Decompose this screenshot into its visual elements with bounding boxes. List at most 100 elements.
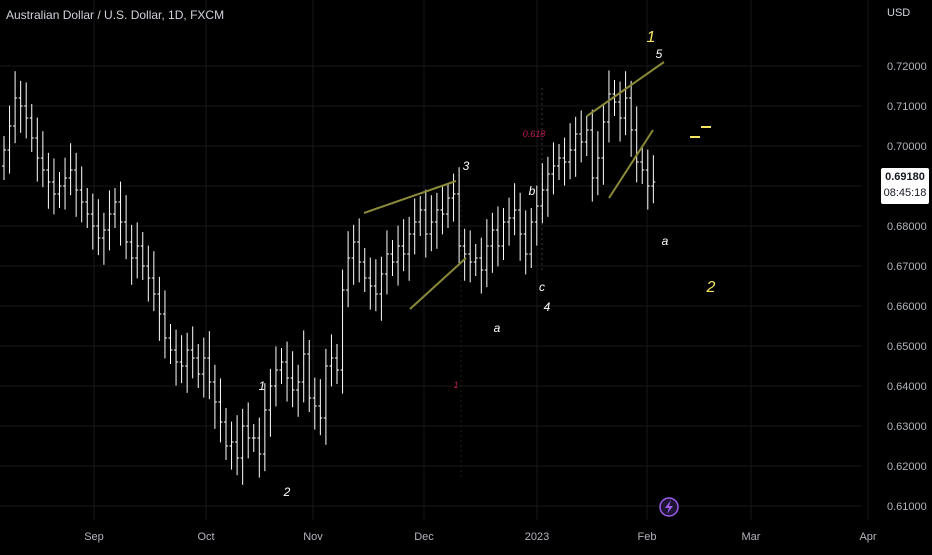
- y-tick-label: 0.70000: [887, 141, 927, 153]
- price-bar: [490, 212, 495, 273]
- price-bar: [640, 148, 645, 184]
- y-tick-label: 0.61000: [887, 501, 927, 513]
- price-bar: [51, 158, 56, 215]
- price-bar: [518, 192, 523, 261]
- price-bar: [85, 188, 90, 228]
- price-bar: [101, 212, 106, 265]
- price-bar: [46, 152, 51, 209]
- price-bar: [557, 144, 561, 180]
- price-bar: [246, 402, 251, 459]
- price-bar: [90, 193, 95, 250]
- price-bar: [346, 231, 351, 308]
- price-bar: [606, 70, 611, 143]
- price-bar: [562, 137, 567, 186]
- wave-label: c: [539, 280, 545, 294]
- price-bar: [107, 190, 112, 251]
- wave-label: 2: [706, 279, 716, 296]
- price-bar: [418, 196, 423, 236]
- price-bar: [35, 117, 40, 182]
- price-bar: [257, 417, 262, 478]
- price-bar: [629, 80, 634, 157]
- price-bar: [301, 330, 306, 403]
- price-bar: [529, 208, 534, 268]
- wave-label: 1: [453, 380, 458, 390]
- price-bar: [174, 329, 179, 386]
- trendline[interactable]: [363, 180, 457, 214]
- price-bar: [190, 326, 195, 379]
- price-bar: [207, 331, 212, 400]
- price-bar: [285, 341, 290, 402]
- y-tick-label: 0.66000: [887, 301, 927, 313]
- price-bar: [595, 131, 600, 196]
- trendline[interactable]: [586, 61, 665, 117]
- price-bar: [423, 189, 428, 258]
- last-price: 0.69180: [885, 171, 925, 183]
- price-bar: [24, 82, 29, 139]
- price-bar: [357, 218, 362, 283]
- price-bar: [340, 269, 345, 394]
- price-bar: [113, 188, 117, 228]
- price-bars: [2, 70, 656, 485]
- price-bar: [407, 216, 412, 281]
- x-tick-label: 2023: [525, 531, 549, 543]
- wave-label: a: [662, 234, 669, 248]
- lightning-glyph: [665, 500, 673, 514]
- x-tick-label: Oct: [197, 531, 214, 543]
- price-bar: [212, 364, 217, 429]
- price-bar: [124, 195, 129, 260]
- price-bar: [57, 172, 62, 208]
- price-bar: [462, 228, 467, 281]
- price-bar: [523, 210, 528, 275]
- price-bar: [412, 198, 417, 255]
- price-bar: [168, 324, 173, 364]
- price-bar: [457, 167, 462, 264]
- price-bar: [68, 143, 73, 196]
- price-axis[interactable]: 0.720000.710000.700000.690000.680000.670…: [887, 61, 927, 513]
- price-bar: [473, 244, 478, 276]
- price-bar: [440, 186, 445, 235]
- price-bar: [390, 240, 395, 276]
- price-bar: [185, 332, 190, 393]
- price-bar: [335, 344, 339, 384]
- x-tick-label: Dec: [414, 531, 434, 543]
- price-bar: [479, 237, 484, 294]
- y-tick-label: 0.63000: [887, 421, 927, 433]
- price-bar: [40, 131, 45, 188]
- price-bar: [634, 106, 639, 183]
- price-bar: [651, 155, 656, 204]
- wave-label: 4: [544, 300, 551, 314]
- wave-label: a: [494, 321, 501, 335]
- trendline[interactable]: [608, 129, 654, 199]
- price-bar: [74, 152, 79, 217]
- bar-countdown: 08:45:18: [883, 187, 927, 199]
- y-tick-label: 0.72000: [887, 61, 927, 73]
- y-tick-label: 0.64000: [887, 381, 927, 393]
- y-tick-label: 0.62000: [887, 461, 927, 473]
- price-bar: [63, 157, 68, 210]
- price-bar: [540, 163, 545, 224]
- price-bar: [323, 348, 328, 445]
- price-bar: [18, 80, 23, 133]
- wave-label: 5: [656, 47, 663, 61]
- price-bar: [351, 224, 356, 285]
- wave-label: 1: [259, 379, 266, 393]
- trendline[interactable]: [409, 257, 467, 310]
- alert-icon[interactable]: [659, 497, 679, 517]
- price-bar: [135, 222, 140, 279]
- y-tick-label: 0.68000: [887, 221, 927, 233]
- price-bar: [312, 377, 317, 430]
- price-bar: [318, 379, 323, 436]
- price-bar: [373, 259, 378, 312]
- price-bar: [434, 192, 439, 249]
- price-bar: [573, 116, 578, 177]
- time-axis[interactable]: Sep Oct Nov Dec 2023 Feb Mar Apr: [84, 531, 877, 543]
- x-tick-label: Apr: [859, 531, 876, 543]
- price-bar: [429, 195, 434, 252]
- price-bar: [501, 208, 506, 260]
- wave-label: 1: [647, 29, 656, 46]
- price-bar: [118, 181, 123, 246]
- price-bar: [29, 104, 34, 152]
